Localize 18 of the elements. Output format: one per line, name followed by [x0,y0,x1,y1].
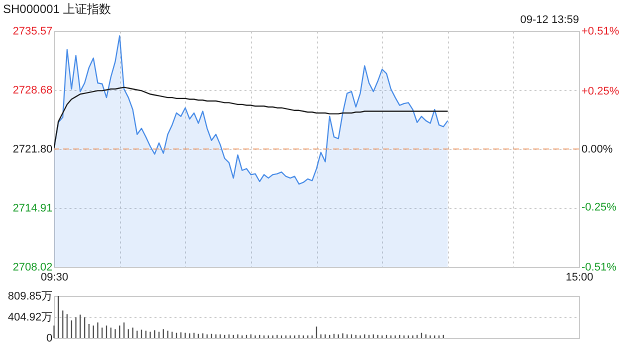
chart-title: SH000001 上证指数 [3,2,112,16]
y-tick-label: 809.85万 [8,290,52,302]
text: 09-12 13:59 [520,14,579,26]
y2-tick-label: 0.00% [582,144,613,156]
y-tick-label: 2721.80 [12,143,52,156]
x-tick-label: 09:30 [40,272,68,284]
y-tick-label: 2728.68 [12,84,52,97]
y-tick-label: 2735.57 [12,26,52,38]
y2-tick-label: +0.51% [582,26,620,38]
y-tick-label: 404.92万 [8,312,52,324]
y2-tick-label: -0.25% [582,201,617,214]
line-series [54,86,448,149]
y-tick-label: 2714.91 [12,202,52,214]
y2-tick-label: -0.51% [582,262,617,274]
y-tick-label: 2708.02 [12,262,52,274]
y-tick-label: 0 [46,332,52,344]
y2-tick-label: +0.25% [582,86,620,98]
x-tick-label: 15:00 [566,272,594,284]
